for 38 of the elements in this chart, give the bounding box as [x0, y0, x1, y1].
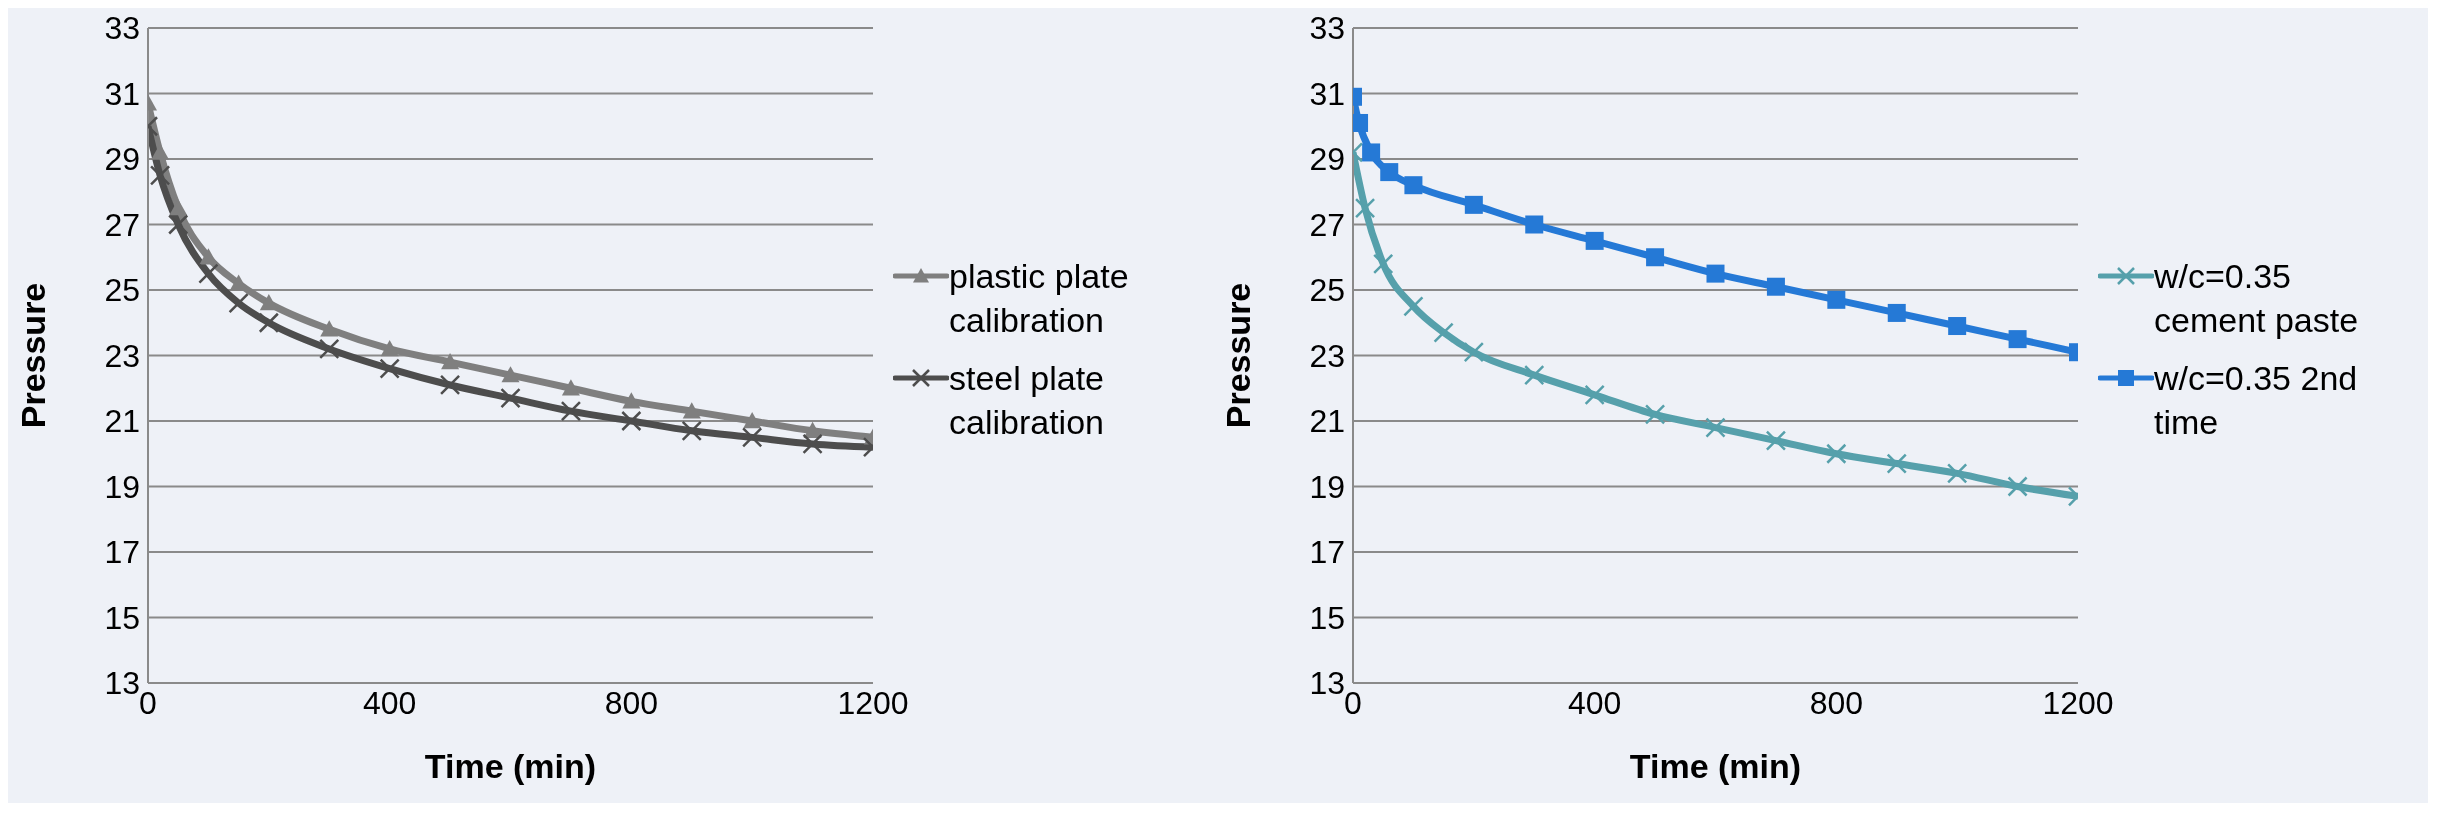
y-tick-label: 29	[104, 141, 140, 178]
y-tick-label: 27	[104, 206, 140, 243]
x-tick-label: 0	[1344, 684, 1362, 721]
y-tick-label: 23	[104, 337, 140, 374]
legend-label: w/c=0.35 2nd time	[2154, 357, 2359, 443]
x-axis-title: Time (min)	[1629, 747, 1802, 785]
y-tick-label: 17	[104, 534, 140, 571]
x-tick-label: 1200	[2042, 684, 2114, 721]
y-tick-label: 17	[1309, 534, 1345, 571]
x-tick-label: 400	[1567, 684, 1622, 721]
y-tick-label: 31	[1309, 75, 1345, 112]
y-axis-title: Pressure	[14, 282, 53, 429]
y-tick-label: 19	[1309, 468, 1345, 505]
x-axis-title: Time (min)	[424, 747, 597, 785]
y-tick-label: 21	[104, 403, 140, 440]
y-tick-label: 23	[1309, 337, 1345, 374]
legend-label: w/c=0.35 cement paste	[2154, 255, 2360, 341]
x-tick-label: 800	[1809, 684, 1864, 721]
y-tick-label: 33	[104, 10, 140, 47]
y-tick-label: 13	[104, 665, 140, 702]
y-tick-label: 21	[1309, 403, 1345, 440]
y-tick-label: 19	[104, 468, 140, 505]
y-tick-label: 31	[104, 75, 140, 112]
y-axis-title: Pressure	[1219, 282, 1258, 429]
y-tick-label: 27	[1309, 206, 1345, 243]
y-tick-label: 33	[1309, 10, 1345, 47]
y-tick-label: 29	[1309, 141, 1345, 178]
y-tick-label: 15	[104, 599, 140, 636]
x-tick-label: 400	[362, 684, 417, 721]
legend-label: steel plate calibration	[949, 357, 1105, 443]
y-tick-label: 25	[104, 272, 140, 309]
y-tick-label: 13	[1309, 665, 1345, 702]
x-tick-label: 0	[139, 684, 157, 721]
legend-label: plastic plate calibration	[949, 255, 1130, 341]
y-tick-label: 15	[1309, 599, 1345, 636]
x-tick-label: 1200	[837, 684, 909, 721]
y-tick-label: 25	[1309, 272, 1345, 309]
x-tick-label: 800	[604, 684, 659, 721]
